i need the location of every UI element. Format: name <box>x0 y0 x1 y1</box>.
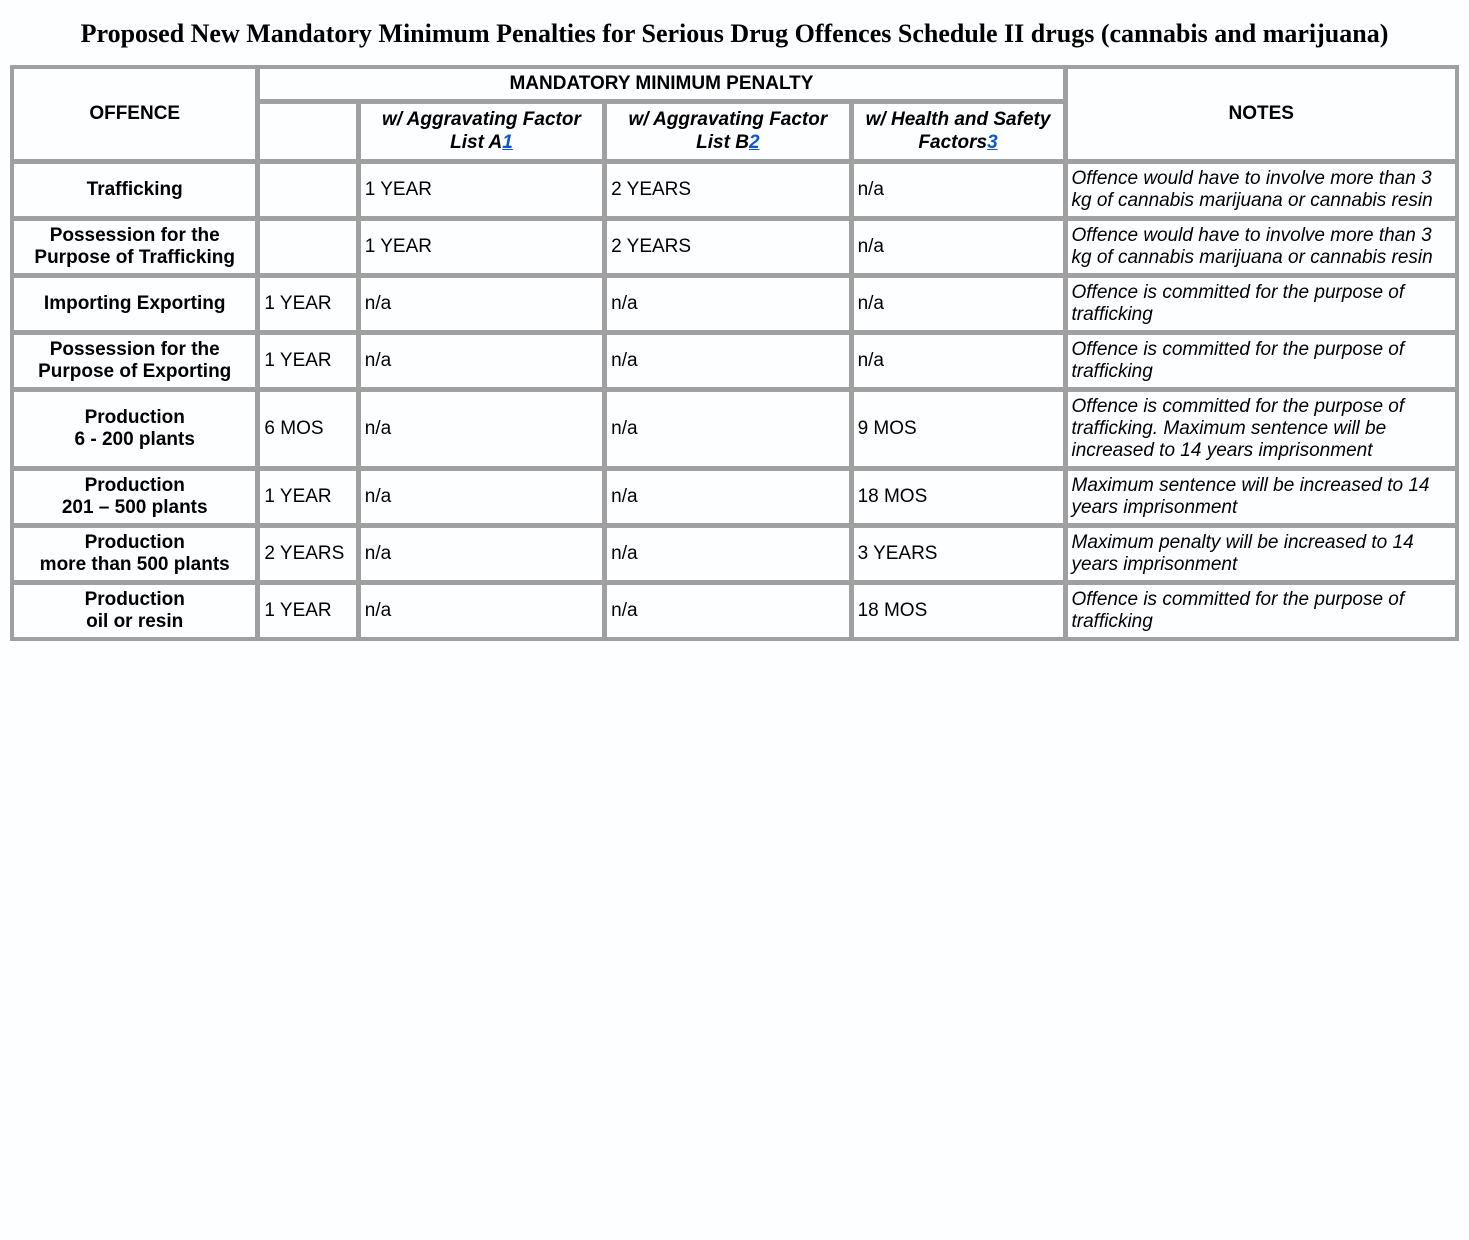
offence-label: Possession for the Purpose of Exporting <box>38 339 231 382</box>
health-safety-cell: 18 MOS <box>853 470 1064 524</box>
offence-label: Importing Exporting <box>44 293 226 314</box>
col-group-penalty: MANDATORY MINIMUM PENALTY <box>259 68 1063 100</box>
col-factor-b: w/ Aggravating Factor List B2 <box>606 103 849 161</box>
factor-a-cell: n/a <box>360 334 603 388</box>
notes-cell: Offence is committed for the purpose of … <box>1067 334 1457 388</box>
offence-label: Production <box>85 407 185 428</box>
col-offence: OFFENCE <box>13 68 256 161</box>
base-cell: 1 YEAR <box>259 277 356 331</box>
table-row: Possession for the Purpose of Exporting 1… <box>13 334 1456 388</box>
offence-label: Production <box>85 589 185 610</box>
offence-label: Production <box>85 475 185 496</box>
offence-sub-label: 201 – 500 plants <box>62 497 208 518</box>
table-row: Importing Exporting1 YEARn/an/an/aOffenc… <box>13 277 1456 331</box>
factor-a-cell: n/a <box>360 391 603 467</box>
footnote-link-3[interactable]: 3 <box>987 132 998 153</box>
factor-b-cell: 2 YEARS <box>606 220 849 274</box>
footnote-link-2[interactable]: 2 <box>749 132 760 153</box>
health-safety-cell: 18 MOS <box>853 584 1064 638</box>
col-factor-a-label: w/ Aggravating Factor List A <box>382 109 581 154</box>
factor-a-cell: n/a <box>360 470 603 524</box>
footnote-link-1[interactable]: 1 <box>502 132 513 153</box>
notes-cell: Offence is committed for the purpose of … <box>1067 277 1457 331</box>
table-row: Productionmore than 500 plants2 YEARSn/a… <box>13 527 1456 581</box>
factor-b-cell: n/a <box>606 470 849 524</box>
factor-b-cell: n/a <box>606 391 849 467</box>
base-cell: 1 YEAR <box>259 470 356 524</box>
table-header: OFFENCE MANDATORY MINIMUM PENALTY NOTES … <box>13 68 1456 161</box>
col-factor-b-label: w/ Aggravating Factor List B <box>628 109 827 154</box>
health-safety-cell: 9 MOS <box>853 391 1064 467</box>
base-cell <box>259 220 356 274</box>
offence-cell: Trafficking <box>13 163 256 217</box>
factor-a-cell: 1 YEAR <box>360 220 603 274</box>
offence-cell: Possession for the Purpose of Traffickin… <box>13 220 256 274</box>
notes-cell: Offence is committed for the purpose of … <box>1067 584 1457 638</box>
offence-sub-label: oil or resin <box>86 611 183 632</box>
health-safety-cell: n/a <box>853 163 1064 217</box>
factor-b-cell: n/a <box>606 277 849 331</box>
factor-a-cell: 1 YEAR <box>360 163 603 217</box>
col-factor-a: w/ Aggravating Factor List A1 <box>360 103 603 161</box>
offence-cell: Possession for the Purpose of Exporting <box>13 334 256 388</box>
offence-label: Production <box>85 532 185 553</box>
health-safety-cell: n/a <box>853 277 1064 331</box>
offence-cell: Importing Exporting <box>13 277 256 331</box>
col-base <box>259 103 356 161</box>
base-cell: 6 MOS <box>259 391 356 467</box>
factor-b-cell: n/a <box>606 527 849 581</box>
offence-label: Possession for the Purpose of Traffickin… <box>34 225 235 268</box>
table-header-row-1: OFFENCE MANDATORY MINIMUM PENALTY NOTES <box>13 68 1456 100</box>
offence-sub-label: more than 500 plants <box>40 554 230 575</box>
table-row: Possession for the Purpose of Traffickin… <box>13 220 1456 274</box>
notes-cell: Maximum sentence will be increased to 14… <box>1067 470 1457 524</box>
factor-a-cell: n/a <box>360 527 603 581</box>
health-safety-cell: n/a <box>853 220 1064 274</box>
table-row: Trafficking 1 YEAR2 YEARSn/aOffence would… <box>13 163 1456 217</box>
offence-cell: Production201 – 500 plants <box>13 470 256 524</box>
col-notes: NOTES <box>1067 68 1457 161</box>
offence-label: Trafficking <box>87 179 183 200</box>
penalty-table: OFFENCE MANDATORY MINIMUM PENALTY NOTES … <box>10 65 1459 642</box>
table-row: Production201 – 500 plants1 YEARn/an/a18… <box>13 470 1456 524</box>
health-safety-cell: 3 YEARS <box>853 527 1064 581</box>
base-cell: 1 YEAR <box>259 584 356 638</box>
offence-cell: Production6 - 200 plants <box>13 391 256 467</box>
base-cell: 1 YEAR <box>259 334 356 388</box>
factor-b-cell: n/a <box>606 334 849 388</box>
col-health-safety: w/ Health and Safety Factors3 <box>853 103 1064 161</box>
notes-cell: Offence would have to involve more than … <box>1067 163 1457 217</box>
health-safety-cell: n/a <box>853 334 1064 388</box>
factor-b-cell: n/a <box>606 584 849 638</box>
offence-cell: Productionmore than 500 plants <box>13 527 256 581</box>
factor-a-cell: n/a <box>360 584 603 638</box>
factor-b-cell: 2 YEARS <box>606 163 849 217</box>
table-row: Productionoil or resin1 YEARn/an/a18 MOS… <box>13 584 1456 638</box>
table-row: Production6 - 200 plants6 MOSn/an/a9 MOS… <box>13 391 1456 467</box>
offence-cell: Productionoil or resin <box>13 584 256 638</box>
col-health-safety-label: w/ Health and Safety Factors <box>866 109 1051 154</box>
table-body: Trafficking1 YEAR2 YEARSn/aOffence would… <box>13 163 1456 638</box>
page-title: Proposed New Mandatory Minimum Penalties… <box>30 18 1439 51</box>
factor-a-cell: n/a <box>360 277 603 331</box>
notes-cell: Offence is committed for the purpose of … <box>1067 391 1457 467</box>
offence-sub-label: 6 - 200 plants <box>75 429 195 450</box>
notes-cell: Maximum penalty will be increased to 14 … <box>1067 527 1457 581</box>
notes-cell: Offence would have to involve more than … <box>1067 220 1457 274</box>
base-cell: 2 YEARS <box>259 527 356 581</box>
base-cell <box>259 163 356 217</box>
